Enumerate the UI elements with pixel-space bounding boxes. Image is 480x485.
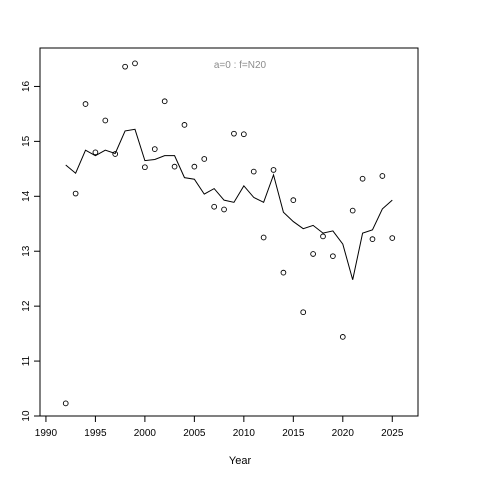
data-point-2014 (280, 269, 287, 276)
data-point-1993 (72, 190, 79, 197)
y-tick-label-16: 16 (21, 80, 32, 92)
y-tick-label-13: 13 (21, 245, 32, 257)
data-point-2013 (270, 167, 277, 173)
data-point-2025 (389, 235, 396, 241)
x-tick-label-2005: 2005 (183, 428, 206, 439)
data-point-2008 (221, 206, 227, 213)
data-point-2000 (142, 164, 148, 171)
y-tick-label-14: 14 (21, 190, 32, 202)
data-point-2002 (161, 98, 168, 105)
y-axis: 10 11 12 13 14 15 16 (21, 80, 40, 422)
data-point-2016 (300, 309, 307, 316)
y-tick-label-11: 11 (21, 355, 32, 366)
x-tick-label-2020: 2020 (332, 428, 355, 439)
data-point-2011 (250, 168, 257, 175)
data-point-1998 (122, 63, 128, 70)
x-tick-label-1995: 1995 (84, 428, 107, 439)
x-tick-label-2010: 2010 (233, 428, 256, 439)
fitted-line-path (65, 128, 393, 280)
data-point-2005 (191, 163, 198, 170)
data-point-2015 (290, 197, 297, 203)
plot-border (39, 47, 419, 417)
x-tick-label-1990: 1990 (35, 428, 58, 439)
data-point-1995 (92, 149, 99, 156)
data-point-2004 (181, 122, 188, 128)
data-point-2020 (339, 334, 346, 340)
x-axis-label: Year (229, 455, 252, 467)
x-tick-label-2000: 2000 (134, 428, 157, 439)
data-point-2009 (231, 130, 237, 137)
x-tick-label-2015: 2015 (282, 428, 305, 439)
y-tick-label-12: 12 (21, 300, 32, 312)
data-point-2024 (379, 173, 386, 179)
data-point-1992 (62, 400, 69, 407)
data-point-1999 (132, 60, 138, 67)
y-tick-label-10: 10 (21, 410, 32, 422)
data-point-1997 (112, 151, 119, 157)
data-point-2017 (310, 251, 316, 257)
data-point-2003 (171, 163, 178, 170)
data-point-2021 (349, 207, 356, 214)
data-point-2019 (330, 253, 336, 260)
data-point-1994 (82, 101, 89, 107)
data-point-2022 (359, 175, 366, 182)
data-point-2012 (260, 234, 267, 241)
data-point-1996 (102, 117, 109, 124)
x-axis: 1990 1995 2000 2005 2010 2015 2020 2025 (35, 416, 404, 439)
data-point-2007 (211, 203, 218, 210)
data-point-2001 (151, 146, 158, 152)
x-tick-label-2025: 2025 (381, 428, 404, 439)
data-point-2018 (320, 233, 326, 240)
data-point-2010 (240, 131, 247, 138)
observed-points (62, 60, 396, 407)
data-point-2006 (201, 156, 208, 162)
y-tick-label-15: 15 (21, 135, 32, 147)
chart-annotation: a=0 : f=N20 (214, 60, 267, 71)
data-point-2023 (369, 236, 376, 242)
fitted-line (65, 128, 393, 280)
